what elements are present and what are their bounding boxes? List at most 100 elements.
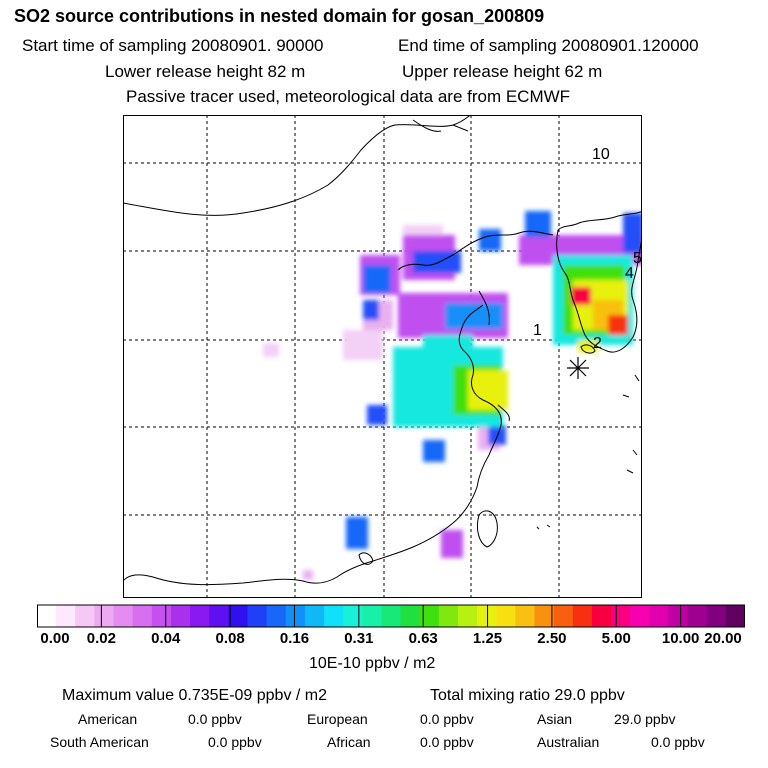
colorbar-swatch: [132, 605, 153, 627]
colorbar-swatch: [266, 605, 287, 627]
blob-blue: [413, 251, 461, 273]
colorbar-swatch: [534, 605, 555, 627]
coastline: [123, 115, 472, 216]
region-african-value: 0.0 ppbv: [420, 734, 474, 750]
colorbar-tick-label: 0.02: [86, 630, 116, 647]
colorbar-swatch: [649, 605, 669, 627]
colorbar-tick-label: 10.00: [661, 630, 700, 647]
island-outline: [536, 524, 551, 530]
colorbar-tick-label: 20.00: [704, 630, 742, 647]
receptor-label-4: 4: [625, 265, 634, 282]
colorbar-swatch: [591, 605, 612, 627]
colorbar-swatch: [572, 605, 593, 627]
colorbar-swatch: [190, 605, 210, 627]
colorbar-swatch: [113, 605, 134, 627]
region-south-american-label: South American: [50, 734, 149, 750]
colorbar-units: 10E-10 ppbv / m2: [309, 655, 436, 672]
colorbar-swatch: [324, 605, 344, 627]
gridlines: [123, 115, 642, 598]
colorbar-swatch: [209, 605, 229, 627]
colorbar-swatch: [515, 605, 536, 627]
coastline: [497, 404, 510, 422]
receptor-label-5: 5: [633, 250, 642, 267]
island-outline: [358, 552, 374, 565]
colorbar-swatch: [438, 605, 459, 627]
region-european-value: 0.0 ppbv: [420, 711, 474, 727]
maximum-value: Maximum value 0.735E-09 ppbv / m2: [62, 687, 328, 704]
colorbar-swatch: [56, 605, 76, 627]
blob-blue: [363, 265, 391, 293]
blob-faint: [263, 343, 279, 357]
colorbar-frame: [37, 604, 745, 628]
colorbar-swatch: [247, 605, 268, 627]
colorbar: [37, 604, 745, 628]
colorbar-swatch: [228, 605, 248, 627]
chart-title: SO2 source contributions in nested domai…: [14, 6, 545, 26]
tracer-note: Passive tracer used, meteorological data…: [126, 87, 571, 106]
colorbar-swatch: [400, 605, 421, 627]
colorbar-swatch: [457, 605, 478, 627]
start-time: Start time of sampling 20080901. 90000: [22, 36, 324, 55]
region-american-value: 0.0 ppbv: [188, 711, 242, 727]
coastline: [452, 124, 469, 132]
region-asian-value: 29.0 ppbv: [614, 711, 676, 727]
blob-blue: [479, 229, 501, 251]
colorbar-tick-label: 0.00: [40, 630, 70, 647]
coastline: [557, 210, 642, 231]
colorbar-tick-label: 0.31: [344, 630, 374, 647]
blob-faint: [343, 330, 383, 360]
colorbar-swatch: [611, 605, 631, 627]
blob-yellow: [578, 340, 598, 352]
end-time: End time of sampling 20080901.120000: [398, 36, 699, 55]
blob-blue: [525, 211, 551, 237]
colorbar-swatch: [362, 605, 382, 627]
colorbar-swatch: [496, 605, 516, 627]
colorbar-swatch: [343, 605, 363, 627]
colorbar-tick-label: 5.00: [601, 630, 631, 647]
blob-blue: [488, 425, 506, 445]
blob-blue: [363, 300, 379, 320]
region-african-label: African: [327, 734, 371, 750]
island-outline: [476, 510, 498, 548]
coastline: [397, 230, 554, 271]
blob-red: [608, 315, 628, 335]
colorbar-swatch: [630, 605, 650, 627]
island-outline: [622, 374, 640, 474]
blob-red: [571, 287, 591, 305]
colorbar-swatch: [285, 605, 306, 627]
upper-height: Upper release height 62 m: [402, 62, 603, 81]
colorbar-swatch: [553, 605, 574, 627]
colorbar-tick-label: 0.16: [279, 630, 310, 647]
region-asian-label: Asian: [537, 711, 573, 727]
colorbar-swatch: [151, 605, 172, 627]
blob-blue: [346, 517, 368, 549]
blob-blue: [367, 405, 387, 425]
colorbar-tick-label: 0.04: [151, 630, 181, 647]
map-frame: [123, 115, 642, 598]
colorbar-tick-label: 2.50: [537, 630, 567, 647]
colorbar-swatch: [170, 605, 191, 627]
region-australian-value: 0.0 ppbv: [651, 734, 705, 750]
coastline: [478, 290, 490, 326]
colorbar-swatch: [687, 605, 708, 627]
colorbar-swatch: [94, 605, 115, 627]
colorbar-tick-label: 0.63: [408, 630, 438, 647]
lower-height: Lower release height 82 m: [105, 62, 306, 81]
colorbar-tick-label: 0.08: [215, 630, 245, 647]
receptor-label-10: 10: [592, 146, 610, 163]
colorbar-swatch: [37, 605, 57, 627]
blob-yellow: [468, 370, 508, 410]
colorbar-swatch: [668, 605, 689, 627]
blob-faint: [303, 570, 313, 580]
region-european-label: European: [307, 711, 368, 727]
total-mixing-ratio: Total mixing ratio 29.0 ppbv: [430, 687, 625, 704]
island-outline: [580, 344, 596, 354]
colorbar-tick-label: 1.25: [472, 630, 503, 647]
colorbar-swatch: [304, 605, 325, 627]
blob-purple: [441, 530, 463, 558]
concentration-field: [263, 211, 642, 580]
blob-blue: [423, 440, 445, 462]
blob-teal: [423, 335, 473, 365]
colorbar-swatch: [381, 605, 402, 627]
region-australian-label: Australian: [537, 734, 600, 750]
